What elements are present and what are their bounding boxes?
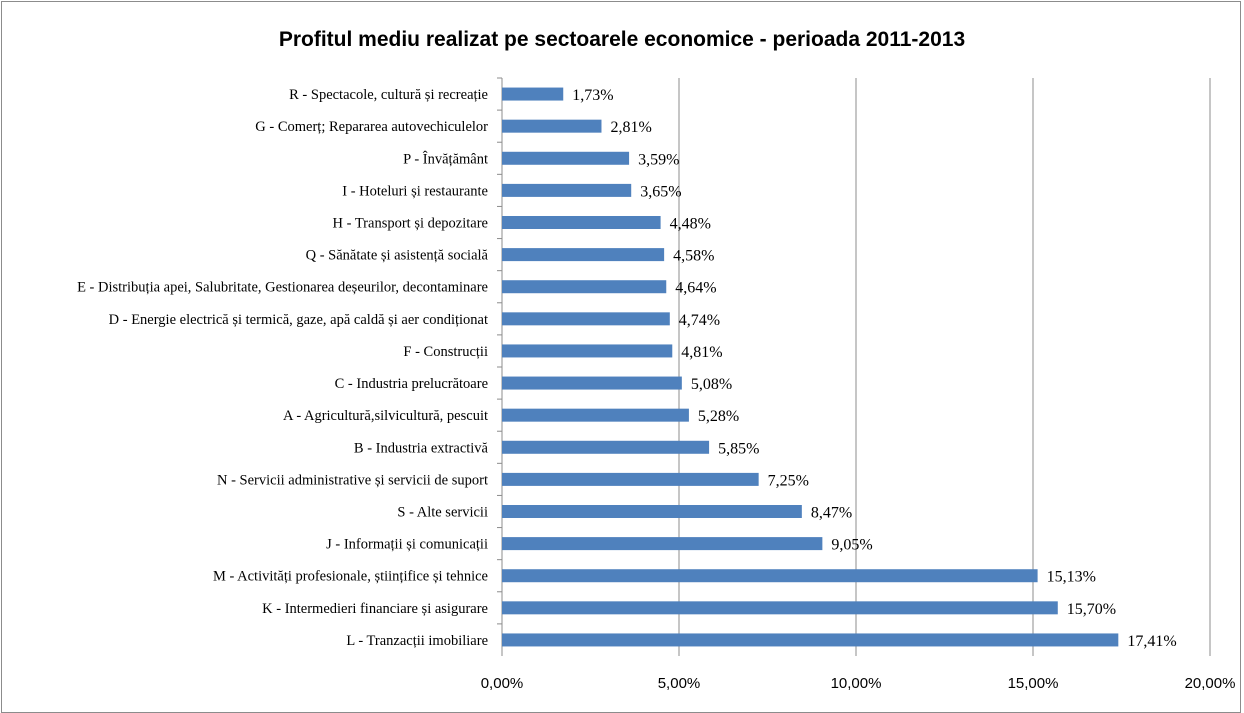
data-label: 15,70% <box>1067 601 1116 618</box>
bar <box>502 151 630 165</box>
data-label: 3,59% <box>638 151 679 168</box>
bar <box>502 505 802 518</box>
bar <box>502 601 1058 615</box>
bar <box>502 569 1038 583</box>
chart-title: Profitul mediu realizat pe sectoarele ec… <box>278 28 966 51</box>
data-label: 7,25% <box>768 472 809 489</box>
bar <box>502 119 602 133</box>
category-label: I - Hoteluri și restaurante <box>342 183 488 199</box>
category-label: D - Energie electrică și termică, gaze, … <box>109 312 488 328</box>
category-label: K - Intermedieri financiare și asigurare <box>262 601 488 617</box>
bar <box>502 216 661 229</box>
category-label: B - Industria extractivă <box>354 440 489 456</box>
data-label: 17,41% <box>1127 633 1176 650</box>
data-label: 9,05% <box>831 537 872 554</box>
category-label: F - Construcții <box>403 344 488 360</box>
data-label: 5,28% <box>698 408 739 425</box>
grid-layer <box>497 77 1211 656</box>
bar <box>502 376 682 390</box>
data-label: 5,08% <box>691 376 732 393</box>
data-label: 1,73% <box>572 87 613 104</box>
bar <box>502 87 564 101</box>
bar <box>502 472 759 486</box>
data-label: 4,58% <box>673 248 714 265</box>
category-label: Q - Sănătate și asistență socială <box>306 248 489 264</box>
bar <box>502 280 667 294</box>
category-label: G - Comerț; Repararea autovechiculelor <box>255 119 488 135</box>
bar <box>502 248 665 262</box>
bar <box>502 183 632 197</box>
data-label: 4,64% <box>675 280 716 297</box>
bar-chart: 0,00% 5,00% 10,00% 15,00% 20,00% R - Spectaco… <box>77 77 1235 692</box>
label-layer: 0,00% 5,00% 10,00% 15,00% 20,00% R - Spectaco… <box>77 87 1235 692</box>
category-label: E - Distribuția apei, Salubritate, Gesti… <box>77 280 488 296</box>
data-label: 8,47% <box>811 505 852 522</box>
x-tick-label: 15,00% <box>1008 675 1059 692</box>
data-label: 2,81% <box>610 119 651 136</box>
category-label: P - Învățământ <box>403 150 488 167</box>
category-label: A - Agricultură,silvicultură, pescuit <box>283 408 488 424</box>
x-tick-label: 5,00% <box>658 675 701 692</box>
x-tick-label: 0,00% <box>481 675 524 692</box>
data-label: 4,74% <box>679 312 720 329</box>
data-label: 5,85% <box>718 440 759 457</box>
x-tick-label: 20,00% <box>1185 675 1236 692</box>
bar <box>502 633 1119 647</box>
category-label: N - Servicii administrative și servicii … <box>217 472 488 488</box>
category-label: R - Spectacole, cultură și recreație <box>289 87 488 103</box>
data-label: 4,81% <box>681 344 722 361</box>
category-label: C - Industria prelucrătoare <box>335 376 488 392</box>
category-label: H - Transport și depozitare <box>333 216 488 232</box>
bar <box>502 537 823 551</box>
category-label: J - Informații și comunicații <box>326 537 488 553</box>
data-label: 15,13% <box>1047 569 1096 586</box>
bar <box>502 344 673 358</box>
x-tick-label: 10,00% <box>831 675 882 692</box>
bar-layer <box>502 87 1119 647</box>
category-label: M - Activități profesionale, științifice… <box>213 569 488 585</box>
data-label: 3,65% <box>640 183 681 200</box>
bar <box>502 408 689 422</box>
category-label: L - Tranzacții imobiliare <box>346 633 488 649</box>
data-label: 4,48% <box>670 216 711 233</box>
bar <box>502 312 670 326</box>
bar <box>502 440 710 454</box>
category-label: S - Alte servicii <box>397 505 488 521</box>
